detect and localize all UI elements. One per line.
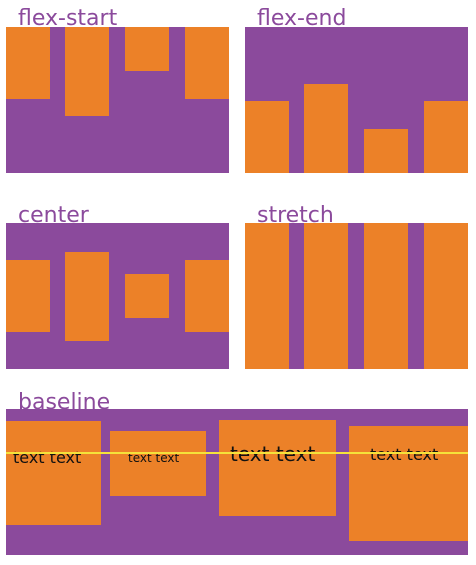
flex-item-4 [185, 260, 229, 332]
panel-flex-start [6, 27, 229, 173]
flex-item-1 [6, 260, 50, 332]
baseline-guide-line [6, 452, 468, 454]
baseline-item-3: text text [219, 420, 336, 516]
flex-item-4 [185, 27, 229, 99]
panel-stretch [245, 223, 468, 369]
flex-item-3 [364, 223, 408, 369]
flex-item-2 [65, 27, 109, 116]
flex-item-2 [304, 84, 348, 173]
flex-item-1 [245, 101, 289, 173]
label-baseline: baseline [18, 390, 111, 415]
baseline-item-text: text text [128, 451, 180, 465]
flex-item-2 [65, 251, 109, 341]
label-flex-start: flex-start [18, 6, 118, 31]
flex-item-3 [125, 27, 169, 71]
flex-item-4 [424, 223, 468, 369]
baseline-item-1: text text [6, 421, 101, 525]
baseline-item-text: text text [370, 445, 439, 464]
flex-item-1 [6, 27, 50, 99]
panel-baseline: text text text text text text text text [6, 409, 468, 555]
panel-center [6, 223, 229, 369]
label-center: center [18, 203, 89, 228]
flex-item-3 [364, 129, 408, 173]
baseline-item-text: text text [230, 442, 316, 466]
flex-item-3 [125, 274, 169, 318]
flex-item-4 [424, 101, 468, 173]
label-stretch: stretch [257, 203, 334, 228]
baseline-item-2: text text [110, 431, 206, 496]
baseline-item-text: text text [13, 448, 82, 467]
flex-item-2 [304, 223, 348, 369]
label-flex-end: flex-end [257, 6, 347, 31]
flex-item-1 [245, 223, 289, 369]
baseline-item-4: text text [349, 426, 468, 541]
panel-flex-end [245, 27, 468, 173]
